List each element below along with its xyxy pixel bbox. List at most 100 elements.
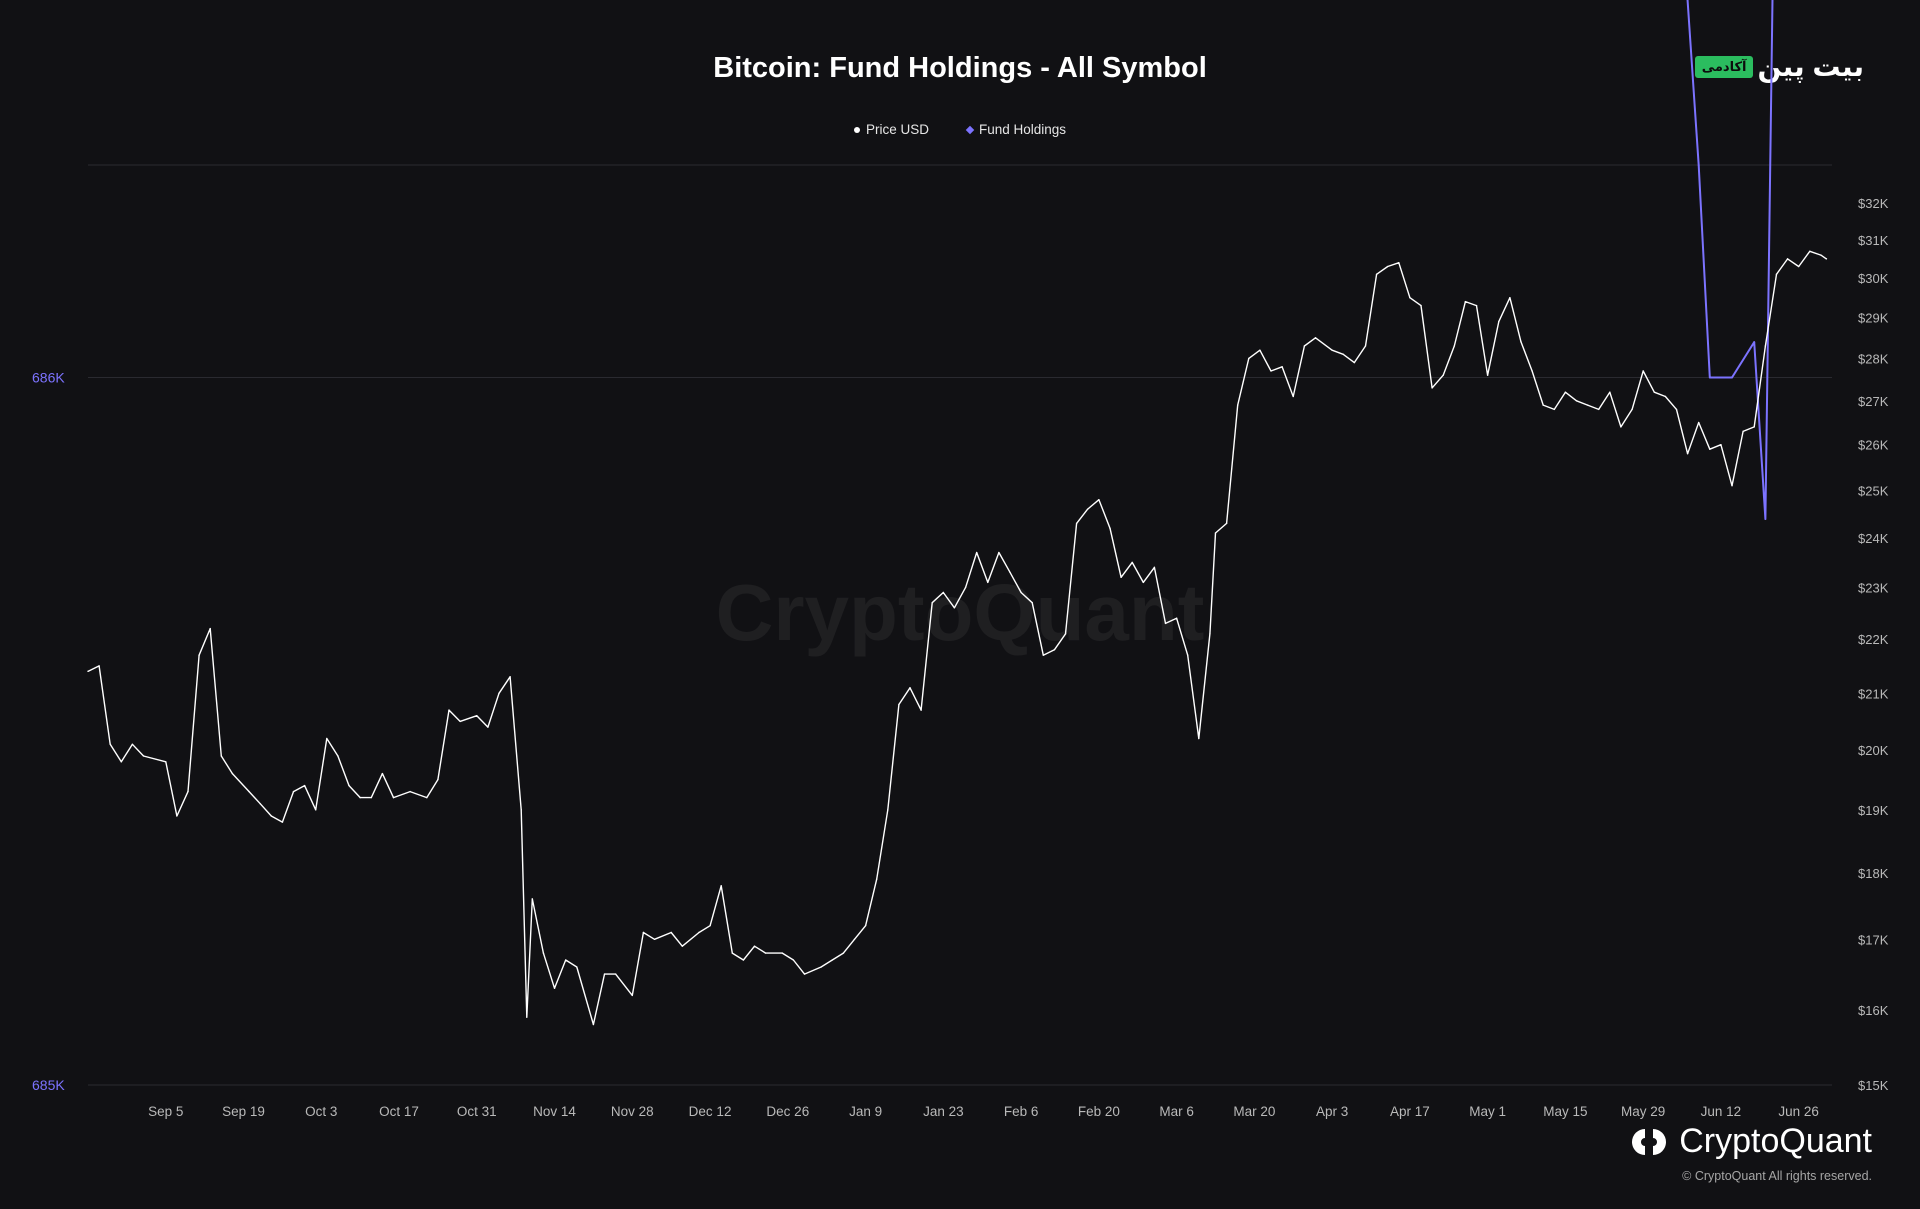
point-price-usd [1331,349,1333,351]
point-price-usd [781,952,783,954]
point-price-usd [448,709,450,711]
point-price-usd [1609,391,1611,393]
point-price-usd [1709,448,1711,450]
point-price-usd [509,676,511,678]
point-price-usd [1564,391,1567,393]
point-price-usd [459,720,461,723]
point-price-usd [998,551,1000,554]
legend-item-holdings[interactable]: Fund Holdings [965,122,1066,137]
point-fund-holdings [1708,376,1711,379]
point-price-usd [614,973,617,975]
point-price-usd [370,796,372,799]
point-price-usd [426,796,428,799]
x-axis-tick: Mar 6 [1159,1104,1194,1119]
point-price-usd [792,959,795,961]
right-axis-tick: $24K [1858,531,1889,546]
point-price-usd [1142,581,1144,584]
series-layer [87,0,1828,1026]
x-axis-tick: Oct 3 [305,1104,337,1119]
point-price-usd [742,959,745,961]
point-price-usd [592,1023,595,1026]
right-axis-tick: $27K [1858,394,1889,409]
right-axis-tick: $17K [1858,932,1889,947]
right-axis-tick: $28K [1858,351,1889,366]
point-price-usd [1187,654,1189,656]
point-price-usd [853,938,856,941]
point-price-usd [1464,300,1467,303]
x-axis-tick: May 1 [1469,1104,1506,1119]
point-price-usd [1120,576,1122,579]
point-price-usd [142,755,145,757]
point-price-usd [359,796,361,799]
point-price-usd [476,715,478,717]
legend-item-price[interactable]: Price USD [853,122,929,137]
point-fund-holdings [1764,518,1767,520]
point-price-usd [326,737,328,740]
x-axis-tick: Dec 26 [766,1104,809,1119]
point-price-usd [1686,452,1689,455]
point-price-usd [487,726,489,728]
point-price-usd [987,581,989,584]
point-fund-holdings [1753,341,1756,344]
point-price-usd [409,790,411,793]
point-price-usd [1620,426,1622,428]
point-price-usd [1353,361,1356,364]
x-axis-tick: Nov 28 [611,1104,654,1119]
point-price-usd [1175,617,1178,619]
legend-label-price: Price USD [865,122,929,137]
point-price-usd [270,815,272,817]
left-axis-tick: 685K [32,1077,65,1093]
point-price-usd [975,551,978,554]
point-price-usd [120,761,123,763]
right-axis-tick: $15K [1858,1078,1889,1093]
point-price-usd [670,931,672,934]
point-price-usd [1598,408,1600,411]
point-price-usd [392,796,395,799]
x-axis-tick: Jun 12 [1701,1104,1742,1119]
point-price-usd [1498,320,1500,323]
right-axis-tick: $29K [1858,311,1889,326]
point-price-usd [259,803,261,805]
point-price-usd [1198,737,1200,740]
x-axis-tick: Feb 6 [1004,1104,1039,1119]
academy-badge[interactable]: بیت پین آکادمی [1694,50,1864,84]
point-price-usd [231,772,234,775]
point-price-usd [531,898,534,900]
point-price-usd [803,973,806,975]
point-price-usd [1531,370,1533,372]
point-price-usd [381,772,384,775]
series-line-fund-holdings [1686,0,1774,520]
right-axis-tick: $30K [1858,271,1889,286]
point-price-usd [1642,370,1644,372]
point-price-usd [720,885,722,887]
point-price-usd [1420,304,1422,307]
x-axis-tick: Jan 23 [923,1104,964,1119]
x-axis-tick: Apr 3 [1316,1104,1348,1119]
point-price-usd [1631,408,1633,411]
cryptoquant-logo: CryptoQuant [1630,1122,1872,1161]
brand-name: CryptoQuant [1679,1122,1872,1160]
point-price-usd [1225,522,1228,525]
point-price-usd [209,627,211,630]
point-price-usd [98,665,100,667]
cryptoquant-mark-icon [1632,1128,1667,1155]
point-price-usd [542,952,545,954]
point-price-usd [875,878,878,880]
point-price-usd [348,784,350,787]
point-price-usd [831,959,833,961]
point-price-usd [1087,508,1089,510]
point-price-usd [109,743,111,746]
point-price-usd [1237,404,1239,406]
point-price-usd [764,952,767,954]
point-price-usd [1653,391,1655,393]
point-price-usd [1764,345,1767,347]
point-price-usd [887,809,889,811]
right-axis-tick: $31K [1858,233,1889,248]
point-price-usd [1109,527,1111,529]
point-price-usd [1586,404,1589,406]
point-price-usd [898,703,900,706]
point-price-usd [603,973,606,975]
x-axis-tick: Nov 14 [533,1104,576,1119]
left-axis-tick: 686K [32,370,65,386]
